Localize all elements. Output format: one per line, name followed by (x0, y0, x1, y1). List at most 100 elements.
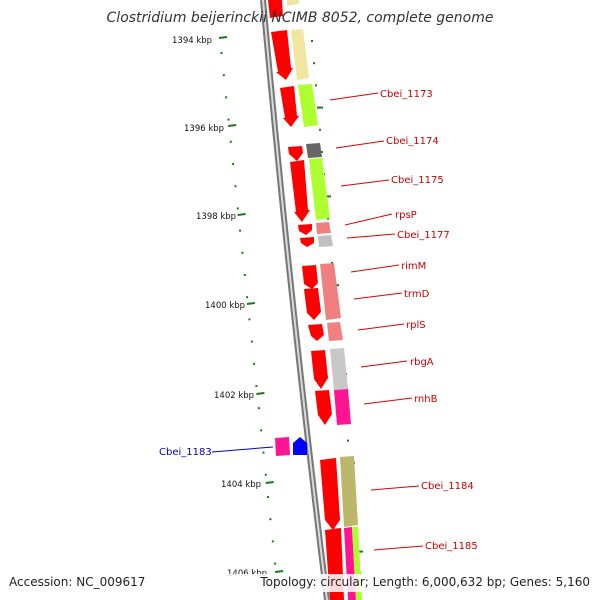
minor-tick (220, 52, 223, 54)
leader-line (357, 323, 405, 331)
gene-label[interactable]: Cbei_1173 (380, 89, 433, 100)
gene-arrow[interactable] (300, 237, 314, 247)
gene-arrow[interactable] (271, 30, 293, 80)
genome-backbone-highlight (262, 0, 328, 600)
outer-tick (315, 84, 317, 87)
gene-label[interactable]: rplS (406, 320, 426, 331)
minor-tick (243, 274, 246, 276)
major-tick (256, 392, 265, 395)
gene-arrow[interactable] (308, 324, 324, 341)
gene-arrow[interactable] (280, 86, 299, 127)
gene-label[interactable]: Cbei_1175 (391, 175, 444, 186)
leader-line (373, 545, 424, 551)
minor-tick (257, 407, 260, 410)
minor-tick (250, 340, 253, 343)
minor-tick (264, 473, 267, 476)
cog-block[interactable] (334, 389, 351, 425)
gene-arrow[interactable] (315, 390, 332, 425)
minor-tick (246, 296, 249, 299)
minor-tick (239, 229, 242, 232)
minor-tick (232, 163, 235, 165)
gene-arrow[interactable] (302, 265, 318, 289)
outer-tick (317, 106, 323, 109)
major-tick (274, 570, 284, 573)
outer-tick (357, 550, 363, 553)
minor-tick (253, 362, 256, 365)
gene-label[interactable]: Cbei_1184 (421, 481, 474, 492)
cog-block[interactable] (320, 263, 341, 320)
gene-arrow[interactable] (320, 458, 340, 530)
leader-line (350, 264, 400, 273)
major-tick (218, 36, 228, 39)
gene-label[interactable]: Cbei_1185 (425, 541, 478, 552)
cog-block[interactable] (327, 322, 343, 341)
scale-label: 1398 kbp (196, 212, 236, 222)
minor-tick (274, 562, 277, 565)
gene-label[interactable]: rnhB (414, 394, 438, 405)
major-tick (246, 302, 256, 305)
gene-label[interactable]: rimM (401, 261, 426, 272)
outer-tick (347, 439, 349, 442)
gene-label[interactable]: Cbei_1183 (159, 447, 212, 458)
cog-block[interactable] (340, 456, 358, 527)
minor-tick (271, 540, 274, 543)
cog-block[interactable] (275, 437, 290, 456)
minor-tick (236, 207, 239, 210)
outer-tick (319, 128, 321, 131)
leader-line (360, 360, 408, 368)
leader-line (353, 292, 403, 300)
minor-tick (260, 429, 263, 432)
accession-text: Accession: NC_009617 (9, 575, 145, 589)
cog-block[interactable] (330, 348, 348, 390)
gene-arrow[interactable] (304, 288, 321, 320)
cog-block[interactable] (306, 143, 322, 158)
leader-line (335, 140, 385, 149)
minor-tick (262, 451, 265, 454)
gene-label[interactable]: rbgA (410, 357, 434, 368)
outer-tick (331, 262, 333, 264)
gene-label[interactable]: trmD (404, 289, 430, 300)
cog-track (287, 0, 362, 600)
leader-line (340, 179, 390, 187)
major-tick (237, 213, 246, 216)
minor-tick (248, 318, 251, 321)
scale-label: 1402 kbp (214, 391, 254, 401)
leader-line (329, 92, 379, 101)
gene-label[interactable]: Cbei_1174 (386, 136, 439, 147)
cog-block[interactable] (309, 158, 330, 220)
minor-tick (229, 140, 232, 143)
gene-label[interactable]: Cbei_1177 (397, 230, 450, 241)
minor-tick (234, 185, 237, 188)
scale-label: 1404 kbp (221, 480, 261, 490)
minor-tick (241, 251, 244, 254)
gene-arrow[interactable] (288, 146, 303, 161)
leader-line (370, 485, 420, 491)
outer-tick (327, 217, 329, 220)
minor-tick (267, 496, 270, 498)
gene-arrow[interactable] (268, 0, 283, 18)
cog-block[interactable] (291, 29, 309, 80)
minor-tick (227, 118, 230, 121)
cog-block[interactable] (298, 84, 318, 127)
gene-arrow-forward[interactable] (293, 437, 307, 455)
gene-arrow[interactable] (298, 224, 312, 235)
genome-summary-text: Topology: circular; Length: 6,000,632 bp… (259, 575, 590, 589)
major-tick (228, 124, 237, 127)
minor-tick (225, 96, 228, 99)
gene-arrow[interactable] (290, 160, 310, 222)
outer-tick (311, 40, 313, 42)
outer-tick (325, 195, 331, 198)
footer-background (0, 574, 600, 592)
gene-label[interactable]: rpsP (395, 210, 417, 221)
outer-tick (313, 62, 315, 65)
cog-block[interactable] (316, 222, 331, 234)
label-lines (329, 92, 424, 551)
minor-tick (255, 385, 258, 387)
forward-feature-group (275, 437, 307, 456)
map-title: Clostridium beijerinckii NCIMB 8052, com… (107, 10, 494, 26)
scale-label: 1396 kbp (184, 124, 224, 134)
gene-arrow[interactable] (311, 350, 328, 389)
cog-block[interactable] (318, 235, 333, 247)
cog-block[interactable] (287, 0, 299, 6)
